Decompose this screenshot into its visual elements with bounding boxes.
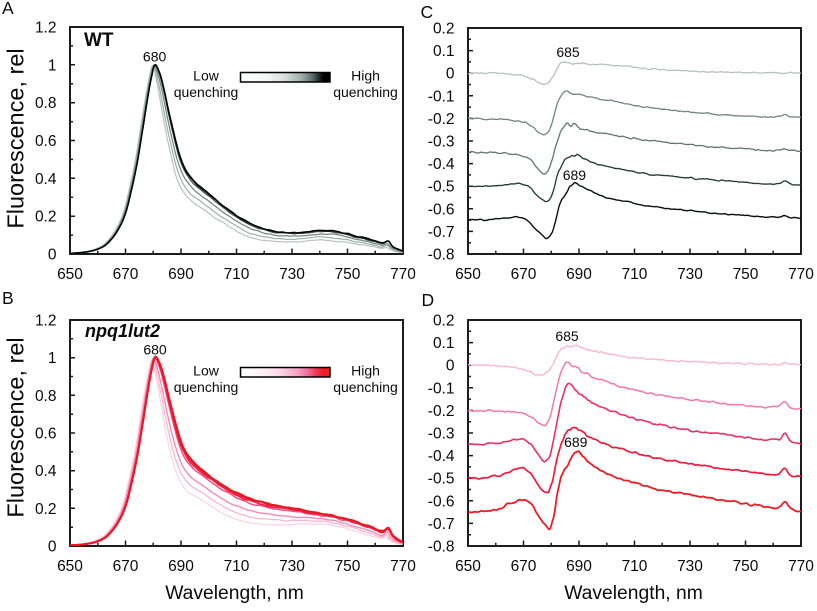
svg-text:0.6: 0.6 xyxy=(35,133,57,150)
svg-text:-0.8: -0.8 xyxy=(428,539,455,556)
svg-text:1: 1 xyxy=(48,350,57,367)
svg-text:770: 770 xyxy=(788,266,814,283)
svg-text:-0.6: -0.6 xyxy=(428,201,455,218)
svg-text:650: 650 xyxy=(57,558,83,575)
svg-text:0.2: 0.2 xyxy=(433,21,455,38)
svg-text:0.4: 0.4 xyxy=(35,171,57,188)
svg-text:670: 670 xyxy=(511,558,537,575)
svg-text:0.1: 0.1 xyxy=(433,43,455,60)
svg-text:0.8: 0.8 xyxy=(35,95,57,112)
svg-text:Low: Low xyxy=(193,68,220,84)
svg-text:710: 710 xyxy=(224,558,250,575)
svg-text:-0.3: -0.3 xyxy=(428,134,455,151)
svg-text:0: 0 xyxy=(446,66,455,83)
svg-text:710: 710 xyxy=(224,266,250,283)
svg-text:710: 710 xyxy=(622,558,648,575)
svg-text:1.2: 1.2 xyxy=(35,20,57,37)
svg-text:0.4: 0.4 xyxy=(35,463,57,480)
svg-text:B: B xyxy=(2,288,14,308)
svg-text:-0.1: -0.1 xyxy=(428,380,455,397)
svg-text:A: A xyxy=(2,0,14,18)
svg-text:750: 750 xyxy=(733,558,759,575)
svg-text:689: 689 xyxy=(564,434,588,450)
svg-text:0: 0 xyxy=(48,539,57,556)
svg-text:689: 689 xyxy=(563,167,587,183)
svg-text:-0.1: -0.1 xyxy=(428,88,455,105)
svg-text:0.6: 0.6 xyxy=(35,426,57,443)
svg-text:-0.7: -0.7 xyxy=(428,516,455,533)
svg-text:0.8: 0.8 xyxy=(35,388,57,405)
svg-text:690: 690 xyxy=(566,558,592,575)
svg-text:680: 680 xyxy=(143,342,167,358)
svg-text:650: 650 xyxy=(455,266,481,283)
svg-text:-0.5: -0.5 xyxy=(428,471,455,488)
svg-text:quenching: quenching xyxy=(333,84,398,100)
svg-text:0.2: 0.2 xyxy=(433,313,455,330)
svg-text:-0.8: -0.8 xyxy=(428,247,455,264)
svg-text:0: 0 xyxy=(48,247,57,264)
svg-text:npq1lut2: npq1lut2 xyxy=(85,321,160,341)
svg-text:680: 680 xyxy=(143,49,167,65)
svg-text:0.2: 0.2 xyxy=(35,209,57,226)
svg-text:-0.3: -0.3 xyxy=(428,426,455,443)
svg-text:750: 750 xyxy=(335,558,361,575)
svg-text:High: High xyxy=(351,68,380,84)
svg-text:730: 730 xyxy=(677,266,703,283)
svg-text:1.2: 1.2 xyxy=(35,313,57,330)
svg-text:1: 1 xyxy=(48,57,57,74)
svg-text:650: 650 xyxy=(57,266,83,283)
svg-text:-0.2: -0.2 xyxy=(428,111,455,128)
svg-text:0.1: 0.1 xyxy=(433,335,455,352)
svg-text:D: D xyxy=(422,290,435,310)
svg-text:750: 750 xyxy=(733,266,759,283)
svg-text:-0.4: -0.4 xyxy=(428,448,455,465)
svg-text:690: 690 xyxy=(566,266,592,283)
svg-text:685: 685 xyxy=(555,328,579,344)
svg-text:690: 690 xyxy=(168,558,194,575)
svg-text:Fluorescence, rel: Fluorescence, rel xyxy=(3,337,29,517)
svg-text:quenching: quenching xyxy=(174,84,239,100)
svg-text:0.2: 0.2 xyxy=(35,501,57,518)
svg-text:730: 730 xyxy=(677,558,703,575)
svg-text:730: 730 xyxy=(279,558,305,575)
svg-text:670: 670 xyxy=(511,266,537,283)
svg-text:690: 690 xyxy=(168,266,194,283)
svg-text:770: 770 xyxy=(390,558,416,575)
svg-text:770: 770 xyxy=(390,266,416,283)
svg-text:C: C xyxy=(421,2,434,22)
svg-text:0: 0 xyxy=(446,358,455,375)
svg-text:WT: WT xyxy=(84,30,114,51)
svg-text:685: 685 xyxy=(556,44,580,60)
svg-text:730: 730 xyxy=(279,266,305,283)
svg-text:quenching: quenching xyxy=(174,379,239,395)
svg-text:650: 650 xyxy=(455,558,481,575)
svg-text:-0.5: -0.5 xyxy=(428,179,455,196)
svg-text:Wavelength, nm: Wavelength, nm xyxy=(564,583,703,604)
svg-text:-0.7: -0.7 xyxy=(428,224,455,241)
svg-text:quenching: quenching xyxy=(333,379,398,395)
svg-text:-0.6: -0.6 xyxy=(428,493,455,510)
svg-text:-0.4: -0.4 xyxy=(428,156,455,173)
svg-text:670: 670 xyxy=(113,266,139,283)
svg-text:High: High xyxy=(351,363,380,379)
svg-text:750: 750 xyxy=(335,266,361,283)
svg-text:Wavelength, nm: Wavelength, nm xyxy=(165,583,304,604)
svg-text:Fluorescence, rel: Fluorescence, rel xyxy=(3,48,29,228)
svg-text:670: 670 xyxy=(113,558,139,575)
svg-text:770: 770 xyxy=(788,558,814,575)
svg-text:Low: Low xyxy=(193,363,220,379)
svg-text:710: 710 xyxy=(622,266,648,283)
svg-text:-0.2: -0.2 xyxy=(428,403,455,420)
